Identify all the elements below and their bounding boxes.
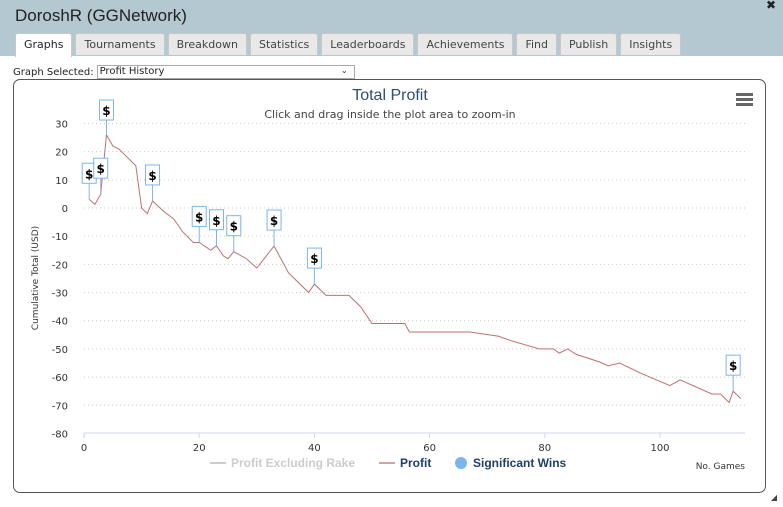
y-tick-label: -80 xyxy=(52,429,68,440)
y-tick-label: -40 xyxy=(52,317,68,328)
y-tick-label: 30 xyxy=(55,119,68,130)
tab-insights[interactable]: Insights xyxy=(620,33,682,55)
win-flag xyxy=(208,209,224,231)
graph-select-label: Graph Selected: xyxy=(13,66,94,78)
win-flag-label: $ xyxy=(270,214,278,228)
chart-container[interactable] xyxy=(13,79,766,493)
win-flag-label: $ xyxy=(102,104,110,118)
chart-title: Total Profit xyxy=(352,87,428,104)
legend-profit-excluding-rake: Profit Excluding Rake xyxy=(231,456,355,470)
win-flag-label: $ xyxy=(230,220,238,234)
tab-bar: Graphs Tournaments Breakdown Statistics … xyxy=(15,33,682,57)
x-tick-label: 20 xyxy=(193,443,206,454)
win-flag-label: $ xyxy=(85,167,93,181)
win-flag-label: $ xyxy=(97,162,105,176)
y-tick-label: -50 xyxy=(52,345,68,356)
win-flag xyxy=(226,215,242,237)
tab-publish[interactable]: Publish xyxy=(559,33,618,55)
win-flag xyxy=(725,354,741,376)
resize-handle-icon[interactable]: ◢ xyxy=(770,493,777,502)
win-flag xyxy=(266,209,282,231)
win-flag-label: $ xyxy=(310,252,318,266)
x-tick-label: 60 xyxy=(423,443,436,454)
tab-breakdown[interactable]: Breakdown xyxy=(167,33,247,55)
x-tick-label: 100 xyxy=(650,443,669,454)
y-tick-label: 0 xyxy=(62,204,68,215)
legend-profit: Profit xyxy=(400,456,431,470)
win-flag xyxy=(191,205,207,227)
y-axis-label: Cumulative Total (USD) xyxy=(31,226,41,330)
legend-significant-wins: Significant Wins xyxy=(473,456,567,470)
graph-selector: Graph Selected: Profit History ⌄ xyxy=(13,65,355,79)
tab-achievements[interactable]: Achievements xyxy=(417,33,514,55)
close-icon[interactable]: ✖ xyxy=(765,0,776,12)
y-tick-label: 10 xyxy=(55,176,68,187)
profit-line xyxy=(88,133,741,404)
tab-statistics[interactable]: Statistics xyxy=(249,33,319,55)
window-header: DoroshR (GGNetwork) ✖ Graphs Tournaments… xyxy=(0,0,783,57)
x-tick-label: 80 xyxy=(538,443,551,454)
win-flag xyxy=(145,164,161,186)
window-title: DoroshR (GGNetwork) xyxy=(15,6,187,25)
legend-wins-swatch xyxy=(455,457,467,469)
hamburger-icon[interactable] xyxy=(736,93,753,108)
win-flag xyxy=(306,247,322,269)
tab-graphs[interactable]: Graphs xyxy=(15,33,73,57)
y-tick-label: -30 xyxy=(52,289,68,300)
graph-select[interactable]: Profit History ⌄ xyxy=(96,65,355,79)
win-flag xyxy=(98,99,114,121)
win-flag-label: $ xyxy=(729,359,737,373)
x-axis-label: No. Games xyxy=(696,462,746,472)
x-tick-label: 40 xyxy=(308,443,321,454)
graph-select-value: Profit History xyxy=(99,66,165,77)
win-flag-label: $ xyxy=(148,169,156,183)
chevron-down-icon: ⌄ xyxy=(340,66,348,75)
y-tick-label: 20 xyxy=(55,148,68,159)
y-tick-label: -60 xyxy=(52,373,68,384)
y-tick-label: -70 xyxy=(52,401,68,412)
tab-tournaments[interactable]: Tournaments xyxy=(75,33,165,55)
tab-find[interactable]: Find xyxy=(516,33,557,55)
y-tick-label: -10 xyxy=(52,232,68,243)
win-flag-label: $ xyxy=(195,210,203,224)
win-flag xyxy=(93,157,109,179)
win-flag-label: $ xyxy=(212,214,220,228)
y-tick-label: -20 xyxy=(52,260,68,271)
x-tick-label: 0 xyxy=(81,443,87,454)
chart-subtitle: Click and drag inside the plot area to z… xyxy=(264,108,515,121)
tab-leaderboards[interactable]: Leaderboards xyxy=(321,33,415,55)
